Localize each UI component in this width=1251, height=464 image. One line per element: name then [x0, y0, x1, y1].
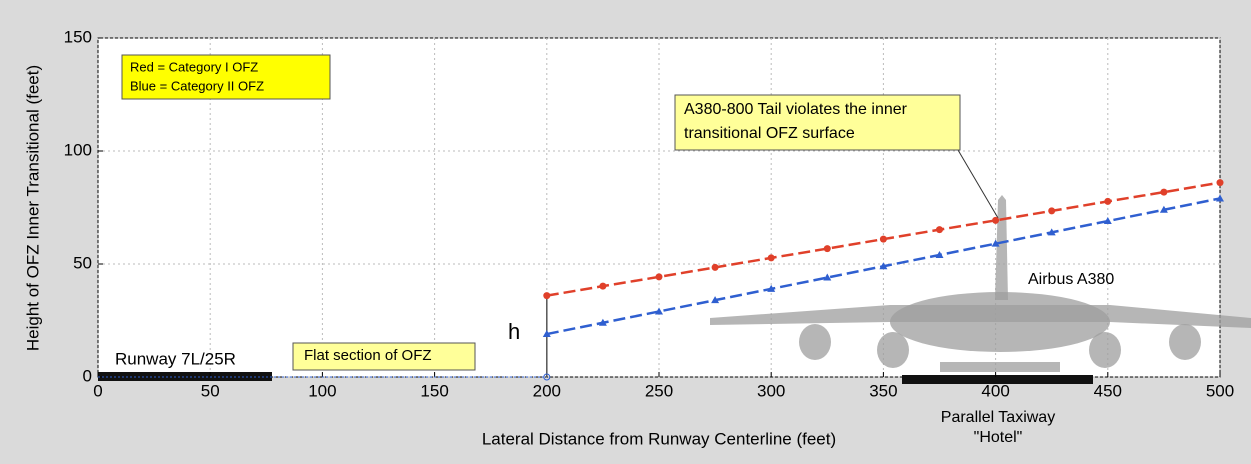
marker	[711, 263, 719, 271]
annotation: Parallel Taxiway	[941, 409, 1055, 426]
marker	[935, 250, 944, 258]
marker	[879, 235, 887, 243]
marker	[1159, 205, 1168, 213]
annotation: h	[508, 319, 520, 344]
legend-box	[121, 54, 331, 100]
legend-entry: Red = Category I OFZ	[130, 59, 258, 74]
marker	[1104, 197, 1112, 205]
marker	[1048, 207, 1056, 215]
pointer	[957, 149, 999, 219]
marker	[1216, 179, 1224, 187]
x-tick-label: 500	[1206, 381, 1234, 400]
marker	[936, 226, 943, 234]
marker	[598, 318, 607, 326]
marker	[767, 254, 775, 262]
marker	[1216, 194, 1224, 202]
annotation-box	[674, 94, 961, 151]
marker	[1103, 217, 1112, 225]
marker	[1047, 228, 1056, 236]
annotation: Runway 7L/25R	[115, 349, 236, 368]
marker	[599, 282, 607, 290]
x-tick-label: 400	[981, 381, 1009, 400]
legend-entry: Blue = Category II OFZ	[130, 78, 264, 93]
x-tick-label: 100	[308, 381, 336, 400]
annotation: Airbus A380	[1028, 271, 1114, 288]
marker	[711, 296, 720, 304]
marker	[823, 273, 832, 281]
x-tick-label: 50	[201, 381, 220, 400]
marker	[543, 292, 551, 300]
x-tick-label: 250	[645, 381, 673, 400]
x-tick-label: 450	[1094, 381, 1122, 400]
y-tick-label: 50	[73, 253, 92, 272]
y-tick-label: 150	[64, 27, 92, 46]
marker	[767, 284, 776, 292]
annotation-box	[292, 342, 476, 371]
marker	[823, 245, 831, 253]
runway-bar	[98, 372, 272, 381]
y-axis-title: Height of OFZ Inner Transitional (feet)	[23, 65, 42, 351]
marker	[1160, 188, 1168, 196]
origin-marker	[543, 373, 551, 381]
x-axis-title: Lateral Distance from Runway Centerline …	[482, 429, 836, 448]
marker	[655, 273, 663, 281]
x-tick-label: 150	[420, 381, 448, 400]
y-tick-label: 100	[64, 140, 92, 159]
marker	[879, 262, 888, 270]
annotation: transitional OFZ surface	[684, 125, 855, 142]
marker	[655, 307, 663, 315]
marker	[992, 216, 1000, 224]
marker	[542, 330, 551, 338]
annotation: A380-800 Tail violates the inner	[684, 101, 908, 118]
taxiway-bar	[902, 375, 1093, 384]
annotation: "Hotel"	[974, 429, 1023, 446]
x-tick-label: 200	[533, 381, 561, 400]
x-tick-label: 0	[93, 381, 102, 400]
x-tick-label: 350	[869, 381, 897, 400]
annotation: Flat section of OFZ	[304, 347, 432, 364]
x-tick-label: 300	[757, 381, 785, 400]
marker	[991, 239, 1000, 247]
y-tick-label: 0	[83, 366, 92, 385]
